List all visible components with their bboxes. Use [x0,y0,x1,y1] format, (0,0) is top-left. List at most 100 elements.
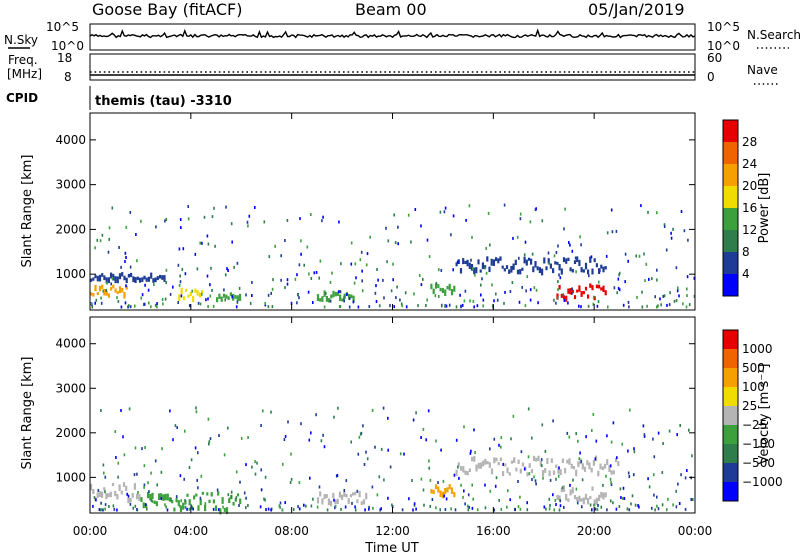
scatter-cell [525,259,528,266]
scatter-cell [472,300,475,303]
scatter-cell [270,508,272,512]
scatter-cell [150,305,152,309]
scatter-cell [526,501,528,505]
scatter-cell [108,505,110,508]
scatter-cell [217,508,220,512]
scatter-cell [581,478,584,482]
scatter-cell [557,288,559,292]
scatter-cell [334,291,337,297]
scatter-cell [338,290,340,294]
x-tick-label: 16:00 [476,524,511,538]
scatter-cell [404,291,407,295]
scatter-cell [165,505,167,509]
scatter-cell [641,290,643,294]
scatter-cell [628,508,631,512]
scatter-cell [468,204,471,208]
scatter-cell [534,261,537,268]
scatter-cell [96,492,99,498]
nsky-trace [89,28,696,39]
scatter-cell [435,506,437,510]
scatter-cell [428,459,430,463]
scatter-cell [100,409,102,412]
scatter-cell [558,273,560,277]
scatter-cell [216,488,219,492]
scatter-cell [422,277,424,281]
scatter-cell [188,499,191,506]
scatter-cell [387,416,389,420]
scatter-cell [102,289,104,293]
scatter-cell [219,508,222,515]
scatter-cell [538,267,541,274]
scatter-cell [653,493,655,497]
scatter-cell [495,257,498,262]
scatter-cell [685,305,688,309]
scatter-cell [495,292,497,296]
scatter-cell [677,482,679,486]
scatter-cell [567,301,569,305]
scatter-cell [454,508,457,512]
scatter-cell [567,288,570,294]
scatter-cell [521,267,524,271]
scatter-cell [488,266,491,273]
scatter-cell [489,489,492,493]
scatter-cell [565,258,568,264]
scatter-cell [555,301,557,305]
scatter-cell [530,258,533,265]
scatter-cell [474,273,476,277]
scatter-cell [392,278,394,282]
scatter-cell [609,499,612,503]
scatter-cell [594,507,597,511]
scatter-cell [569,267,572,272]
freq-top-tick: 18 [57,51,72,65]
scatter-cell [490,468,494,475]
scatter-cell [657,304,659,308]
scatter-cell [459,466,463,471]
scatter-cell [480,283,482,287]
scatter-cell [565,295,568,302]
scatter-cell [355,276,357,280]
scatter-cell [476,304,479,308]
scatter-cell [233,265,235,269]
scatter-cell [467,493,470,497]
x-tick-label: 00:00 [73,524,108,538]
scatter-cell [318,276,320,280]
scatter-cell [93,496,96,500]
scatter-cell [156,305,158,309]
scatter-cell [195,406,197,410]
scatter-cell [201,290,204,294]
scatter-cell [267,293,270,297]
scatter-cell [138,494,141,501]
freq-panel-frame [89,53,696,81]
colorbar-tick-label: −500 [742,456,775,470]
scatter-cell [485,246,487,250]
scatter-cell [493,437,496,441]
scatter-cell [446,286,449,290]
velocity-colorbar: 1000 500 100 25 −25 −100 −500 −1000 [722,329,783,502]
scatter-cell [587,269,590,275]
scatter-cell [380,447,383,451]
scatter-cell [437,486,440,493]
scatter-cell [170,497,172,501]
scatter-cell [149,493,152,501]
colorbar-swatch [723,120,738,142]
scatter-cell [464,289,467,293]
scatter-cell [468,468,471,472]
scatter-cell [457,465,459,469]
scatter-cell [615,507,618,511]
scatter-cell [218,293,221,299]
scatter-cell [413,292,415,296]
scatter-cell [230,222,233,226]
scatter-cell [144,446,146,449]
scatter-cell [466,471,469,476]
scatter-cell [358,490,361,498]
scatter-cell [562,485,566,492]
scatter-cell [571,487,574,494]
scatter-cell [316,505,319,509]
scatter-cell [345,493,348,498]
scatter-cell [181,267,184,271]
scatter-cell [457,462,460,467]
scatter-cell [360,250,363,254]
scatter-cell [619,487,622,491]
scatter-cell [110,282,112,286]
scatter-cell [504,290,506,294]
